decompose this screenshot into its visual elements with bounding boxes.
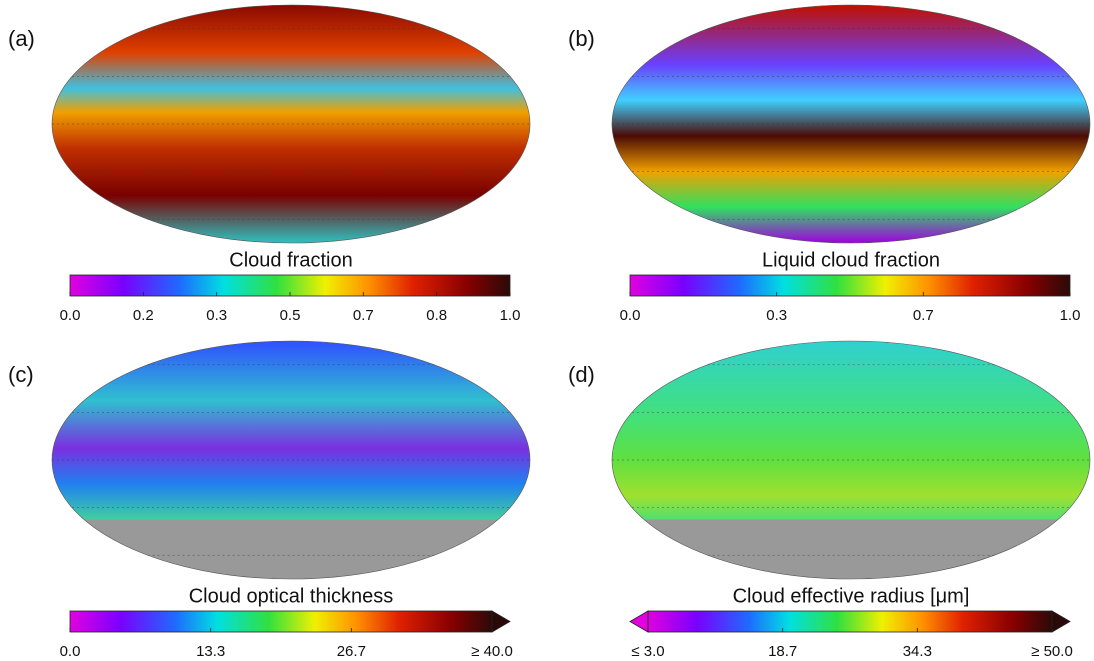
colorbar-tick-label: 0.7 <box>353 307 374 324</box>
colorbar-tick-label: 34.3 <box>903 643 932 660</box>
colorbar-tick-label: 0.0 <box>60 643 81 660</box>
panel-label: (d) <box>568 362 595 387</box>
colorbar-tick-label: 18.7 <box>768 643 797 660</box>
colorbar-tick-label: 13.3 <box>196 643 225 660</box>
colorbar <box>630 275 1070 296</box>
figure: (a) Cloud fraction 0.0 0.2 0.3 0.5 0.7 0.8 1.0 (b… <box>0 0 1094 661</box>
colorbar-tick-label: 1.0 <box>1060 307 1081 324</box>
colorbar <box>648 611 1052 632</box>
panel-label: (c) <box>8 362 34 387</box>
colorbar-arrow <box>1052 611 1070 632</box>
colorbar-title: Cloud effective radius [μm] <box>733 585 970 607</box>
colorbar-tick-label: ≥ 50.0 <box>1031 643 1073 660</box>
colorbar-tick-label: 0.5 <box>280 307 301 324</box>
panel-label: (a) <box>8 26 35 51</box>
panel-label: (b) <box>568 26 595 51</box>
colorbar-tick-label: 0.0 <box>60 307 81 324</box>
colorbar <box>70 611 492 632</box>
colorbar-tick-label: 1.0 <box>500 307 521 324</box>
colorbar-title: Liquid cloud fraction <box>762 249 940 271</box>
colorbar-arrow <box>492 611 510 632</box>
colorbar-title: Cloud fraction <box>229 249 352 271</box>
colorbar-tick-label: 0.0 <box>620 307 641 324</box>
colorbar-tick-label: 0.7 <box>913 307 934 324</box>
colorbar-arrow <box>630 611 648 632</box>
colorbar-tick-label: 0.2 <box>133 307 154 324</box>
colorbar-tick-label: 0.8 <box>426 307 447 324</box>
colorbar-tick-label: 26.7 <box>337 643 366 660</box>
colorbar-tick-label: 0.3 <box>766 307 787 324</box>
colorbar-tick-label: ≥ 40.0 <box>471 643 513 660</box>
colorbar-tick-label: ≤ 3.0 <box>631 643 664 660</box>
colorbar-title: Cloud optical thickness <box>189 585 394 607</box>
colorbar-tick-label: 0.3 <box>206 307 227 324</box>
